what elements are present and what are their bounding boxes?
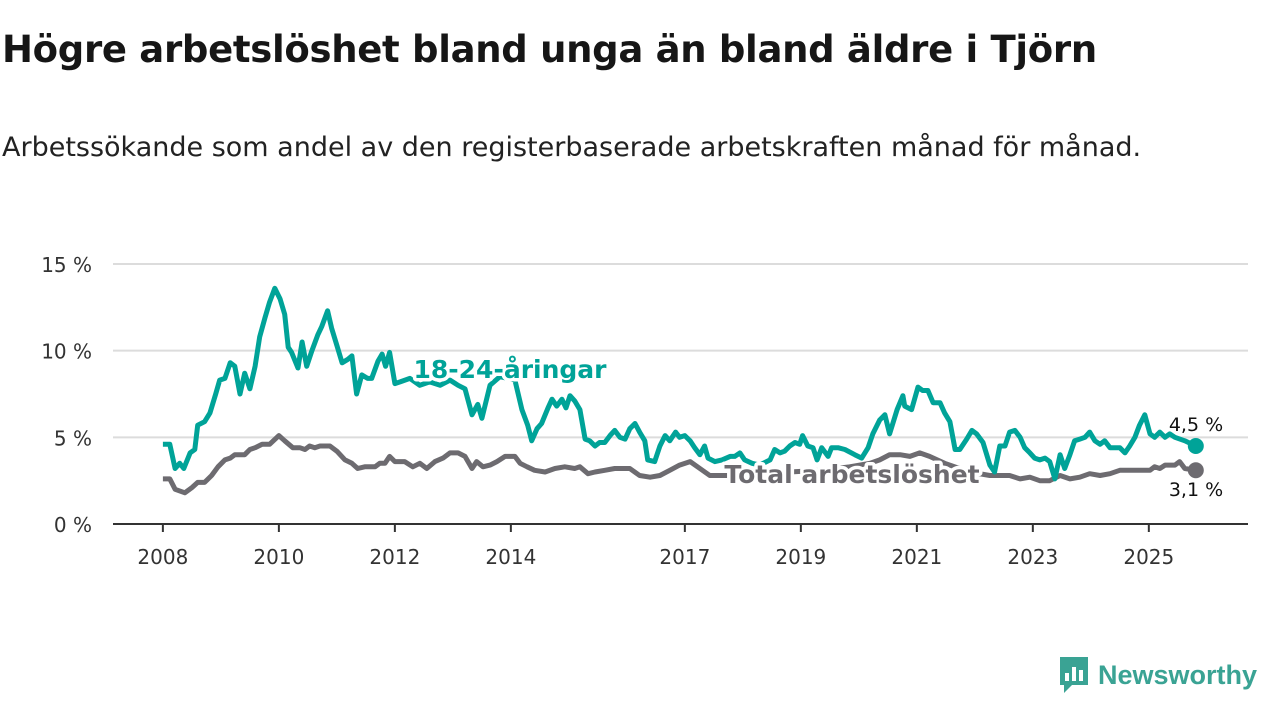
series-label-total: Total arbetslöshet <box>724 460 979 489</box>
brand-name: Newsworthy <box>1098 659 1258 690</box>
y-tick-label: 15 % <box>41 253 92 277</box>
x-tick-label: 2021 <box>891 545 942 569</box>
x-tick-label: 2019 <box>775 545 826 569</box>
series-labels: 18-24-åringar Total arbetslöshet 4,5 % 3… <box>410 352 1226 504</box>
series-end-marker-1 <box>1187 462 1204 479</box>
x-tick-label: 2010 <box>253 545 304 569</box>
x-axis-ticks: 2008 2010 2012 2014 2017 2019 2021 2023 2025 <box>113 523 1248 569</box>
chart-subtitle: Arbetssökande som andel av den registerb… <box>2 132 1142 163</box>
y-tick-label: 10 % <box>41 340 92 364</box>
x-tick-label: 2017 <box>659 545 710 569</box>
gridlines <box>113 263 1248 439</box>
series-line-1 <box>162 433 1197 496</box>
x-tick-label: 2023 <box>1007 545 1058 569</box>
x-tick-label: 2012 <box>369 545 420 569</box>
newsworthy-logo-icon <box>1060 657 1088 693</box>
end-label-total: 3,1 % <box>1169 479 1223 501</box>
chart-title: Högre arbetslöshet bland unga än bland ä… <box>2 28 1097 71</box>
x-tick-label: 2014 <box>485 545 536 569</box>
series-lines <box>162 285 1204 496</box>
series-line-0 <box>162 285 1197 482</box>
series-label-18-24: 18-24-åringar <box>414 355 608 384</box>
x-tick-label: 2025 <box>1123 545 1174 569</box>
newsworthy-logo: Newsworthy <box>1058 655 1257 695</box>
x-tick-label: 2008 <box>137 545 188 569</box>
series-end-marker-0 <box>1187 438 1204 454</box>
y-tick-label: 0 % <box>54 513 92 537</box>
y-tick-label: 5 % <box>54 426 92 450</box>
y-axis-ticks: 0 % 5 % 10 % 15 % <box>41 253 92 537</box>
end-label-18-24: 4,5 % <box>1169 414 1223 436</box>
